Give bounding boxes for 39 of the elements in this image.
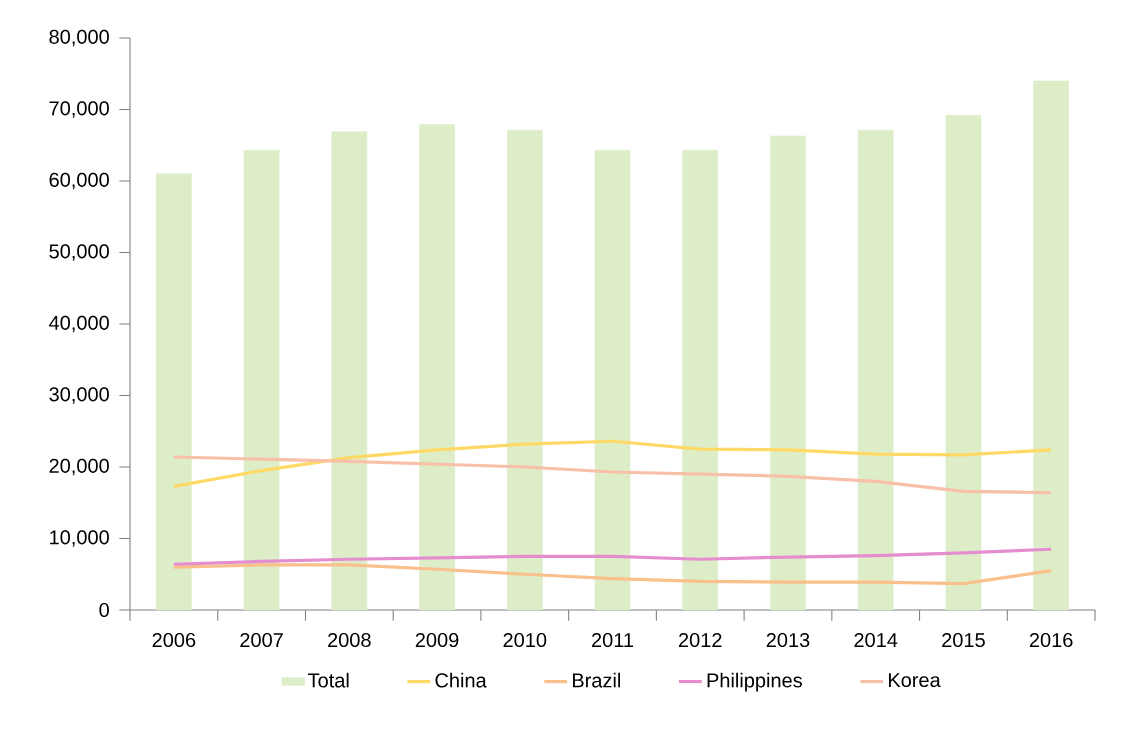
- bar: [331, 131, 368, 611]
- x-tick-label: 2007: [240, 632, 283, 648]
- bar: [770, 135, 806, 611]
- y-tick-label: 50,000: [49, 244, 109, 261]
- bar: [682, 149, 719, 611]
- y-tick-label: 80,000: [49, 29, 109, 47]
- y-tick-label: 40,000: [49, 315, 109, 333]
- x-tick-label: 2010: [503, 632, 547, 648]
- bar: [945, 114, 982, 611]
- bar: [243, 149, 280, 611]
- legend-label: Philippines: [707, 672, 802, 692]
- y-tick-label: 70,000: [49, 101, 109, 118]
- bar: [506, 129, 543, 611]
- x-tick-label: 2011: [592, 632, 634, 648]
- x-tick-label: 2014: [854, 632, 898, 648]
- y-tick-label: 10,000: [50, 530, 109, 547]
- bar: [1033, 80, 1069, 611]
- line-series: [172, 547, 1053, 566]
- legend-label: China: [435, 672, 487, 688]
- x-tick-label: 2008: [328, 632, 371, 648]
- bar: [156, 173, 192, 611]
- legend-label: Brazil: [572, 672, 620, 688]
- x-tick-label: 2012: [678, 632, 722, 648]
- line-series: [172, 563, 1053, 586]
- x-tick-label: 2015: [942, 632, 985, 648]
- bar: [419, 124, 455, 611]
- line-series: [172, 439, 1053, 488]
- y-tick-label: 60,000: [49, 172, 109, 190]
- y-tick-label: 30,000: [49, 387, 109, 404]
- x-tick-label: 2009: [415, 632, 459, 648]
- x-tick-label: 2016: [1029, 632, 1073, 648]
- y-tick-label: 0: [99, 602, 109, 618]
- bar: [594, 149, 631, 611]
- legend-label: Total: [308, 672, 349, 688]
- legend-label: Korea: [888, 673, 941, 688]
- y-tick-label: 20,000: [49, 458, 109, 476]
- x-tick-label: 2013: [766, 632, 810, 648]
- x-tick-label: 2006: [152, 632, 196, 648]
- bar: [857, 129, 894, 611]
